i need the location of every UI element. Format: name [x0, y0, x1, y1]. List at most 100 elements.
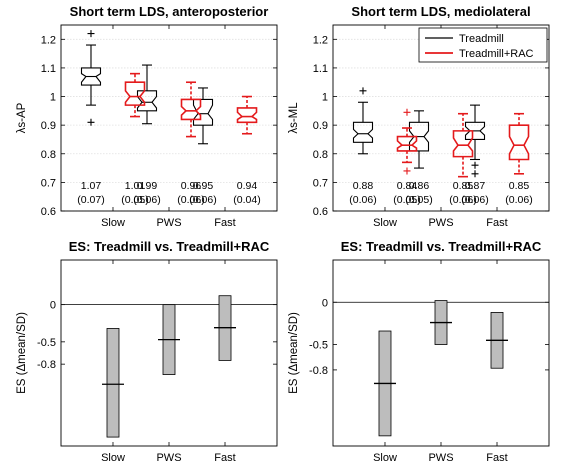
x-tick-label: PWS: [428, 217, 453, 229]
sd-label: (0.05): [121, 194, 148, 206]
outlier-marker: [87, 118, 95, 126]
y-tick-label: 1.1: [41, 63, 56, 75]
chart-title: Short term LDS, mediolateral: [351, 4, 530, 19]
legend-label: Treadmill: [459, 33, 504, 45]
y-tick-label: 1: [322, 92, 328, 104]
treadmill-box-fast: [464, 104, 486, 178]
sd-label: (0.04): [233, 194, 260, 206]
y-tick-label: 1.1: [313, 63, 328, 75]
mean-label: 0.99: [137, 180, 158, 192]
outlier-marker: [403, 108, 411, 116]
sd-label: (0.05): [405, 194, 432, 206]
notched-box: [124, 81, 146, 106]
sd-label: (0.06): [505, 194, 532, 206]
mean-label: 0.88: [353, 180, 374, 192]
y-axis-label: ES (Δmean/SD): [16, 312, 28, 394]
y-tick-label: -0.5: [309, 340, 328, 352]
es-interval-slow: [101, 328, 124, 438]
y-axis-label: ES (Δmean/SD): [288, 312, 300, 394]
outlier-marker: [471, 170, 479, 178]
outlier-marker: [359, 87, 367, 95]
rac-box-pws: [180, 81, 202, 138]
mean-label: 1.01: [125, 180, 146, 192]
axes-frame: [60, 259, 278, 447]
x-tick-label: Fast: [214, 452, 235, 464]
notched-box: [236, 107, 258, 124]
notched-box: [352, 121, 374, 143]
sd-label: (0.06): [177, 194, 204, 206]
mean-label: 0.95: [193, 180, 214, 192]
y-tick-label: 1.2: [41, 34, 56, 46]
legend-box: [418, 27, 548, 63]
x-tick-label: PWS: [156, 217, 181, 229]
mean-label: 0.85: [453, 180, 474, 192]
chart-title: Short term LDS, anteroposterior: [70, 4, 269, 19]
x-tick-label: Fast: [486, 217, 507, 229]
mean-label: 0.85: [509, 180, 530, 192]
sd-label: (0.07): [77, 194, 104, 206]
notched-box: [136, 90, 158, 112]
y-tick-label: 0.6: [41, 206, 56, 218]
sd-label: (0.06): [449, 194, 476, 206]
x-tick-label: Slow: [101, 452, 125, 464]
y-tick-label: -0.8: [37, 359, 56, 371]
y-axis-label: λs-AP: [16, 102, 28, 133]
sd-label: (0.05): [393, 194, 420, 206]
axes-frame: [60, 24, 278, 212]
mean-label: 1.07: [81, 180, 102, 192]
outlier-marker: [403, 167, 411, 175]
mean-label: 0.84: [397, 180, 418, 192]
notched-box: [408, 121, 430, 152]
y-tick-label: 0: [322, 297, 328, 309]
x-tick-label: PWS: [156, 452, 181, 464]
y-axis-label: λs-ML: [288, 102, 300, 134]
rac-box-pws: [452, 112, 474, 178]
outlier-marker: [471, 161, 479, 169]
panel-1: [60, 24, 278, 212]
rac-box-fast: [508, 112, 530, 175]
sd-label: (0.06): [461, 194, 488, 206]
chart-title: ES: Treadmill vs. Treadmill+RAC: [69, 239, 270, 254]
x-tick-label: Fast: [486, 452, 507, 464]
x-tick-label: PWS: [428, 452, 453, 464]
x-tick-label: Slow: [373, 217, 397, 229]
treadmill-box-slow: [352, 87, 374, 155]
y-tick-label: -0.5: [37, 337, 56, 349]
panel-3: [60, 259, 278, 447]
notched-box: [80, 67, 102, 86]
es-interval-pws: [158, 304, 180, 375]
treadmill-box-pws: [408, 110, 430, 169]
rac-box-slow: [396, 108, 418, 175]
mean-label: 0.96: [181, 180, 202, 192]
mean-label: 0.86: [409, 180, 430, 192]
es-interval-slow: [373, 330, 396, 437]
sd-label: (0.06): [349, 194, 376, 206]
axes-frame: [332, 24, 550, 212]
notched-box: [396, 135, 418, 152]
legend-label: Treadmill+RAC: [459, 48, 534, 60]
es-interval-pws: [430, 300, 452, 345]
y-tick-label: 0: [50, 300, 56, 312]
y-tick-label: 0.8: [41, 149, 56, 161]
y-tick-label: 0.6: [313, 206, 328, 218]
axes-frame: [332, 259, 550, 447]
chart-title: ES: Treadmill vs. Treadmill+RAC: [341, 239, 542, 254]
y-tick-label: 0.9: [313, 120, 328, 132]
y-tick-label: 0.9: [41, 120, 56, 132]
legend: [418, 27, 548, 63]
notched-box: [508, 124, 530, 161]
treadmill-box-pws: [136, 64, 158, 125]
mean-label: 0.87: [465, 180, 486, 192]
y-tick-label: 0.7: [313, 177, 328, 189]
es-interval-fast: [214, 295, 237, 361]
y-tick-label: 1.2: [313, 34, 328, 46]
rac-box-fast: [236, 95, 258, 135]
x-tick-label: Slow: [373, 452, 397, 464]
es-bar: [106, 328, 120, 438]
notched-box: [452, 130, 474, 158]
y-tick-label: 1: [50, 92, 56, 104]
sd-label: (0.06): [189, 194, 216, 206]
y-tick-label: 0.7: [41, 177, 56, 189]
notched-box: [180, 98, 202, 121]
